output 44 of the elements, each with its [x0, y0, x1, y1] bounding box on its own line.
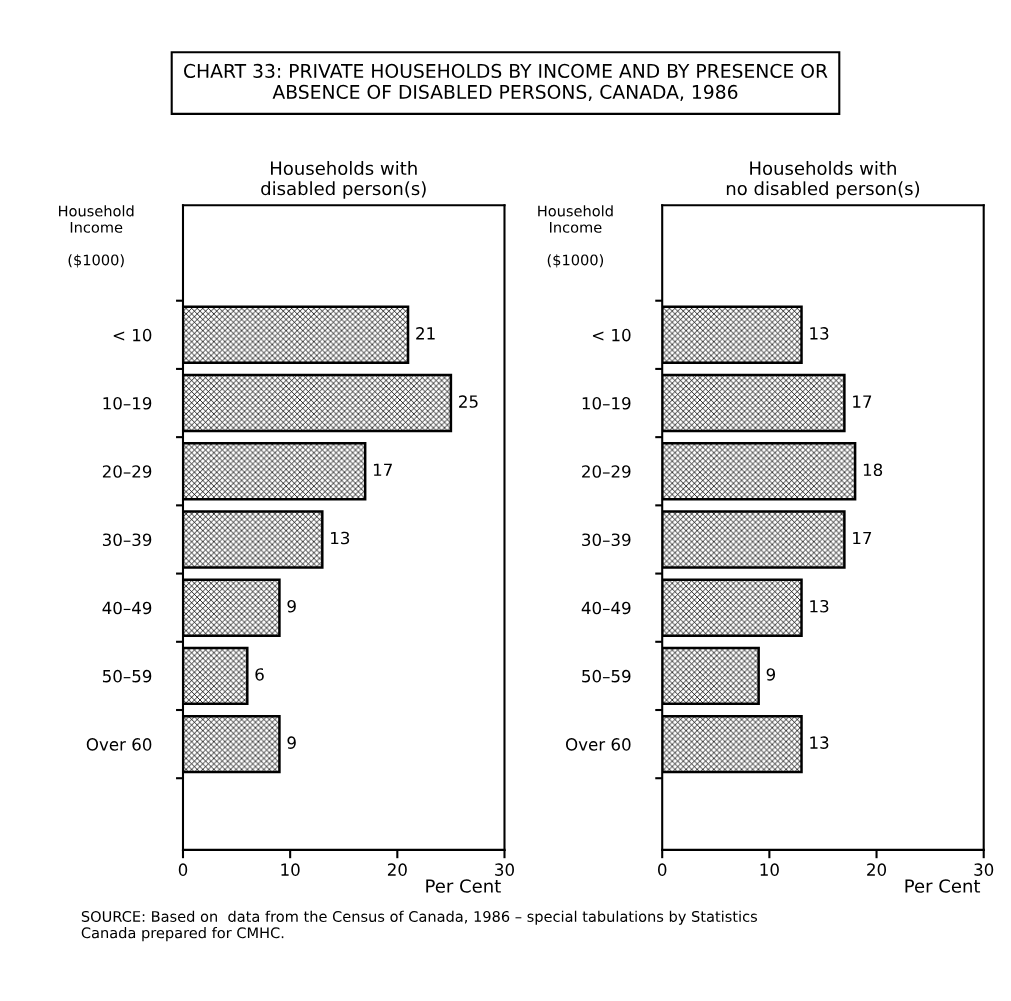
- y-tick-label: < 10: [592, 328, 631, 342]
- y-tick-label: Over 60: [86, 738, 152, 751]
- x-tick-label: 30: [974, 863, 994, 876]
- chart-title: CHART 33: PRIVATE HOUSEHOLDS BY INCOME AND BY PRESENCE OR ABSENCE OF DISABLED PERSONS, CANADA, 1986: [184, 63, 828, 101]
- data-label: 13: [810, 736, 829, 749]
- y-tick-label: 30–39: [102, 533, 152, 547]
- data-label: 25: [459, 395, 478, 408]
- y-tick-label: 30–39: [582, 533, 631, 547]
- y-tick-label: Over 60: [565, 738, 631, 751]
- data-label: 9: [287, 599, 296, 613]
- x-tick-label: 10: [281, 863, 300, 876]
- data-label: 17: [853, 395, 872, 408]
- x-tick-label: 0: [178, 863, 188, 876]
- x-tick-label: 10: [760, 863, 779, 876]
- source-note: SOURCE: Based on data from the Census of Canada, 1986 – special tabulations by Statistics Canada prepared for CMHC.: [81, 910, 758, 942]
- data-label: 17: [373, 463, 392, 476]
- y-tick-label: 40–49: [102, 601, 152, 615]
- x-tick-label: 30: [495, 863, 514, 876]
- y-tick-label: 40–49: [581, 601, 631, 615]
- data-label: 17: [853, 531, 872, 545]
- text: Household Income ($1000): [59, 205, 134, 268]
- data-label: 18: [863, 463, 883, 477]
- y-tick-label: 50–59: [102, 669, 152, 683]
- data-label: 13: [810, 599, 829, 613]
- y-tick-label: 20–29: [102, 465, 152, 478]
- data-label: 9: [287, 736, 296, 749]
- data-label: 13: [810, 327, 829, 340]
- x-tick-label: 20: [387, 863, 407, 876]
- y-tick-label: 10–19: [582, 396, 631, 410]
- y-tick-label: 10–19: [103, 396, 152, 410]
- x-tick-label: 20: [867, 863, 887, 876]
- x-tick-label: 0: [658, 863, 667, 876]
- chart-subtitle: Households with no disabled person(s): [726, 161, 920, 199]
- data-label: 21: [416, 327, 435, 340]
- y-tick-label: 50–59: [582, 669, 631, 683]
- x-axis-title: Per Cent: [426, 879, 501, 893]
- text: Household Income ($1000): [538, 205, 613, 268]
- chart-subtitle: Households with disabled person(s): [261, 161, 426, 199]
- data-label: 6: [255, 668, 264, 681]
- data-label: 13: [331, 531, 350, 545]
- y-tick-label: < 10: [113, 328, 152, 342]
- data-label: 9: [766, 668, 776, 681]
- x-axis-title: Per Cent: [905, 879, 981, 893]
- y-tick-label: 20–29: [582, 465, 631, 478]
